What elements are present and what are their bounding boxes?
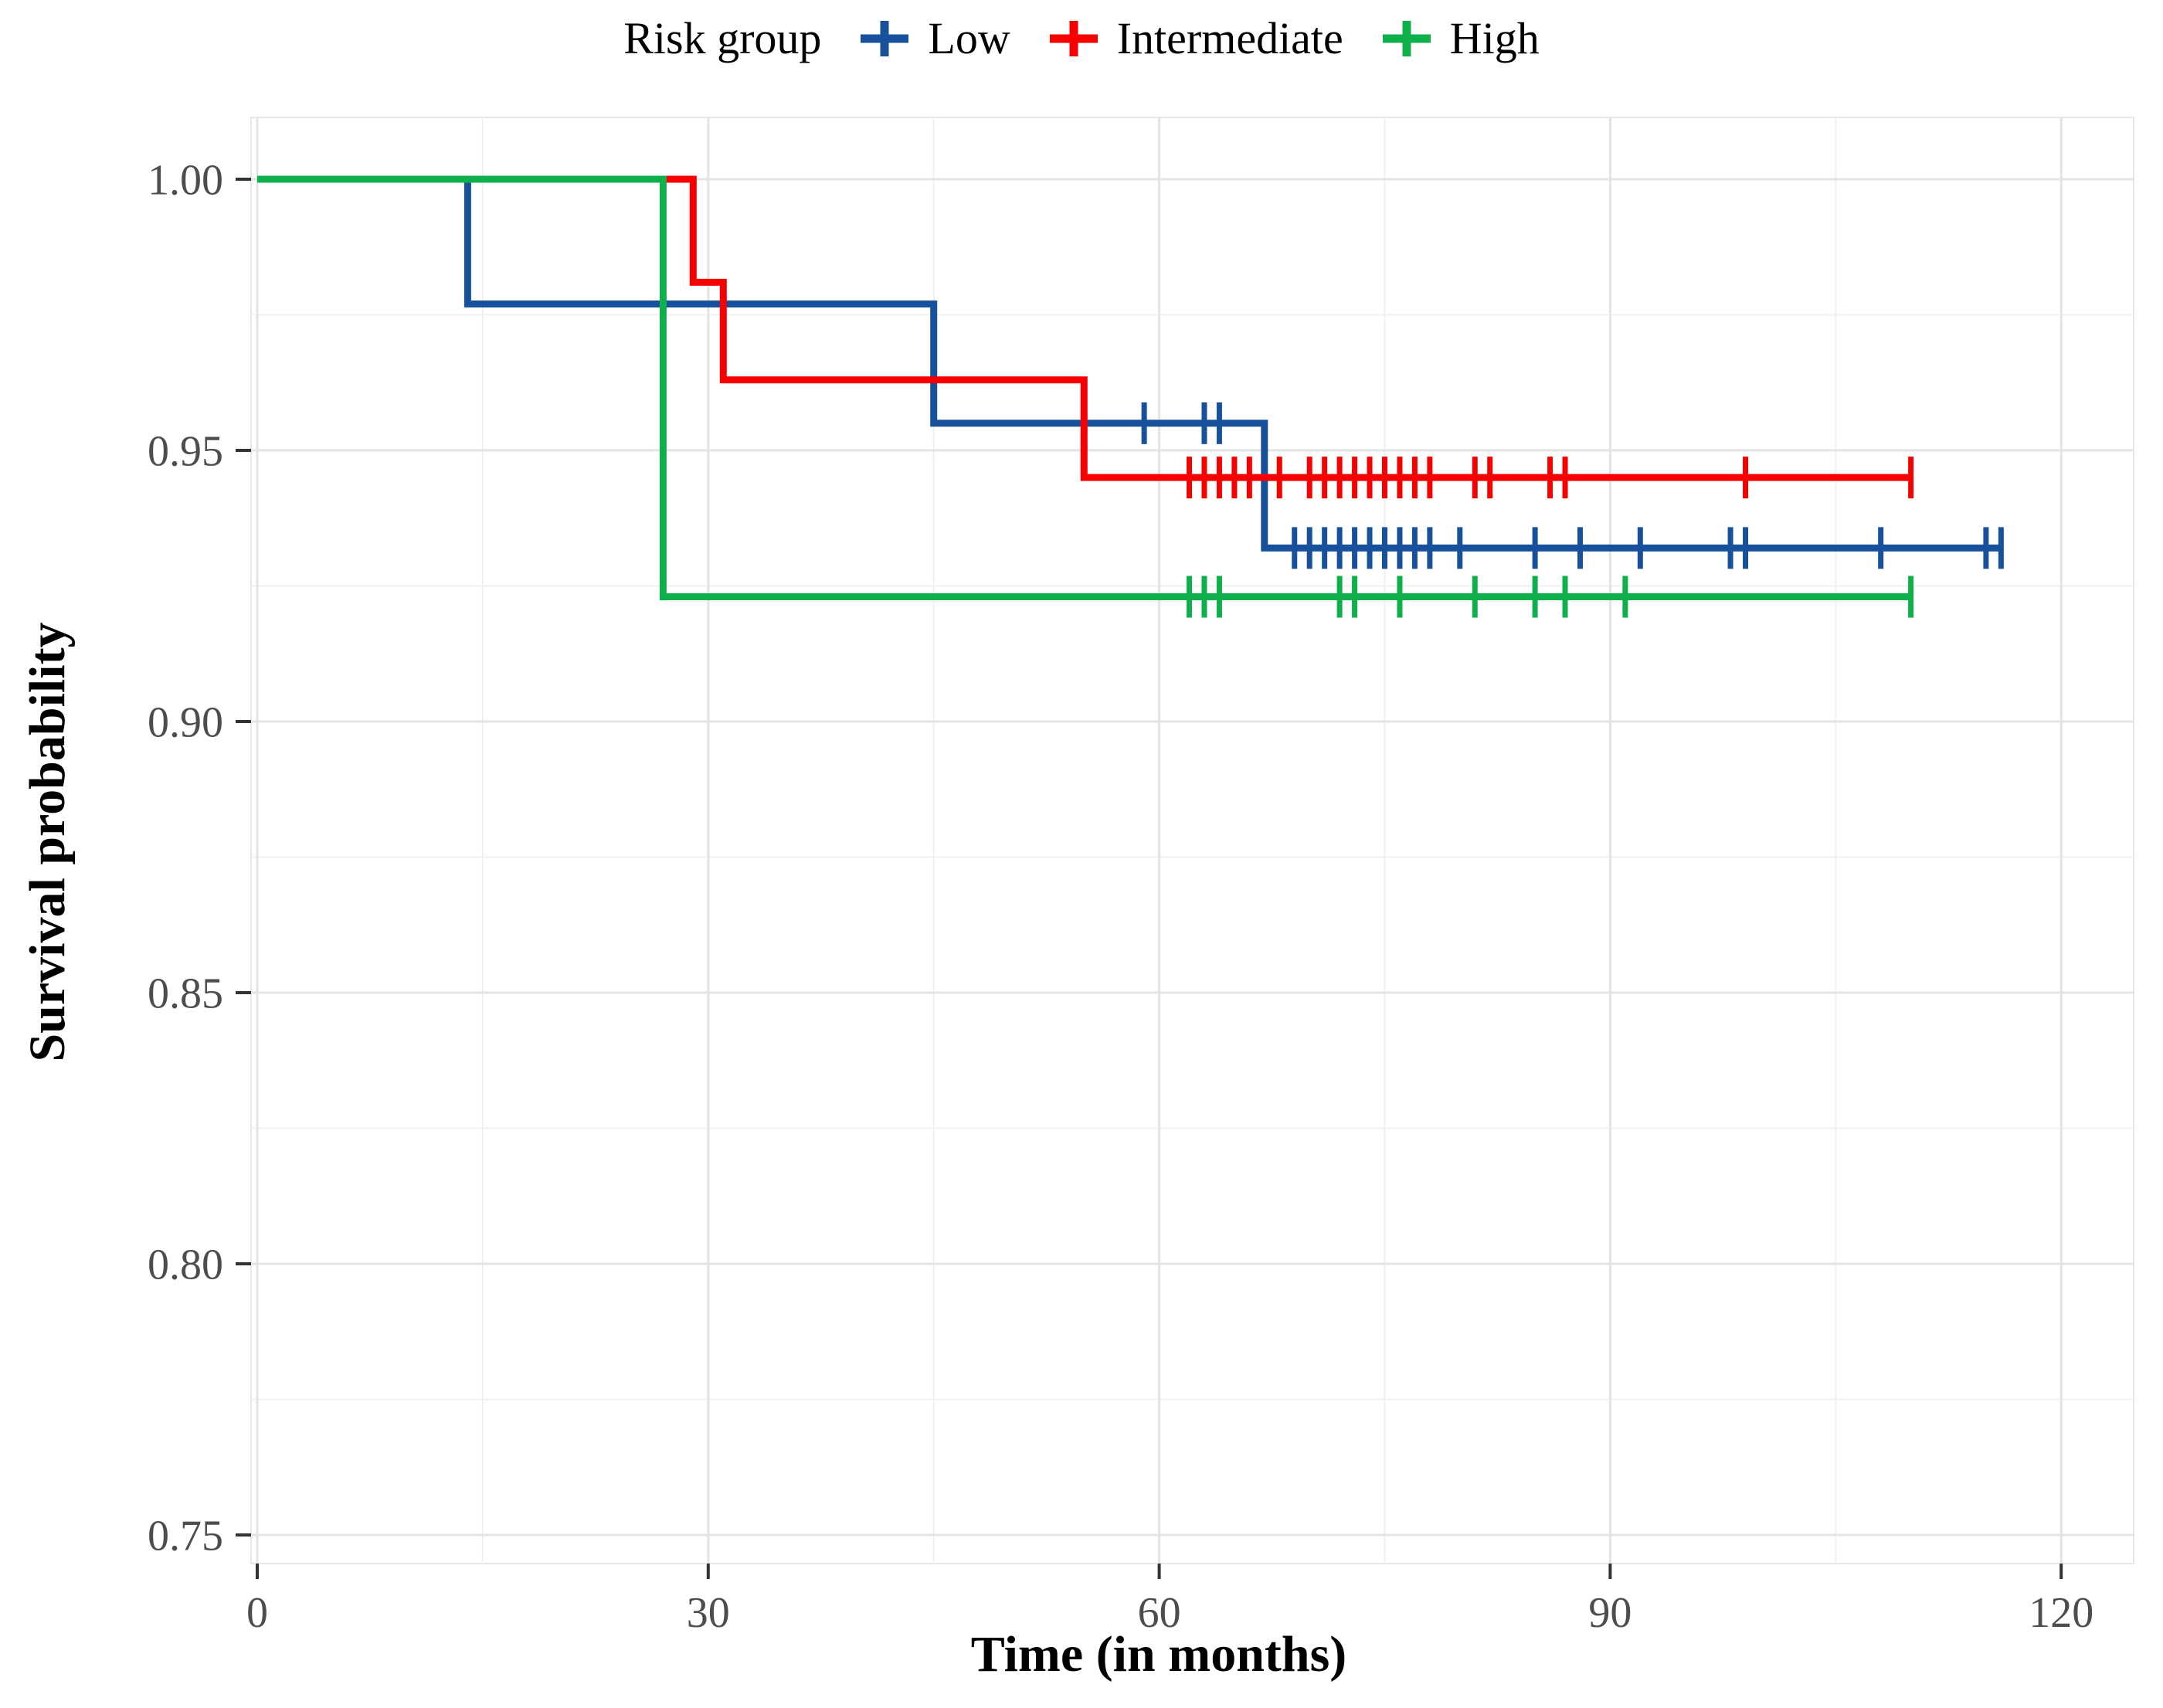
- legend-item-low: Low: [857, 12, 1010, 64]
- km-curve-high: [257, 175, 1911, 600]
- y-tick-label: 0.95: [148, 428, 223, 476]
- y-tick-label: 1.00: [148, 157, 223, 205]
- x-tick-label: 30: [687, 1589, 730, 1637]
- censor-marks-low: [1141, 402, 2004, 569]
- legend-label-high: High: [1449, 13, 1540, 63]
- plus-icon: [1382, 20, 1431, 56]
- y-tick-label: 0.75: [148, 1513, 223, 1560]
- x-tick-label: 120: [2029, 1589, 2093, 1637]
- x-tick-labels: 0 30 60 90 120: [246, 1589, 2093, 1637]
- legend-label-intermediate: Intermediate: [1116, 13, 1343, 63]
- y-tick-label: 0.85: [148, 970, 223, 1018]
- legend-item-intermediate: Intermediate: [1046, 12, 1343, 64]
- grid-major: [251, 117, 2134, 1564]
- legend-item-high: High: [1379, 12, 1540, 64]
- y-tick-label: 0.80: [148, 1241, 223, 1289]
- x-tick-label: 90: [1588, 1589, 1632, 1637]
- censor-marks-high: [1187, 576, 1914, 618]
- x-tick-label: 0: [246, 1589, 268, 1637]
- plus-icon: [861, 20, 909, 56]
- panel-border: [250, 117, 2134, 1564]
- x-tick-label: 60: [1138, 1589, 1181, 1637]
- y-tick-labels: 1.00 0.95 0.90 0.85 0.80 0.75: [148, 157, 223, 1560]
- plus-icon: [1049, 20, 1098, 56]
- y-tick-label: 0.90: [148, 699, 223, 747]
- km-curve-low: [257, 175, 2002, 552]
- km-curve-intermediate: [257, 175, 1911, 481]
- censor-marks-intermediate: [1187, 457, 1914, 499]
- grid-minor: [251, 117, 2134, 1564]
- legend-label-low: Low: [928, 13, 1010, 63]
- legend-title: Risk group: [623, 13, 822, 63]
- legend: Risk group Low Intermediate High: [0, 12, 2163, 64]
- y-axis-ticks: [236, 178, 251, 1537]
- x-axis-title: Time (in months): [970, 1626, 1347, 1683]
- x-axis-ticks: [256, 1564, 2063, 1579]
